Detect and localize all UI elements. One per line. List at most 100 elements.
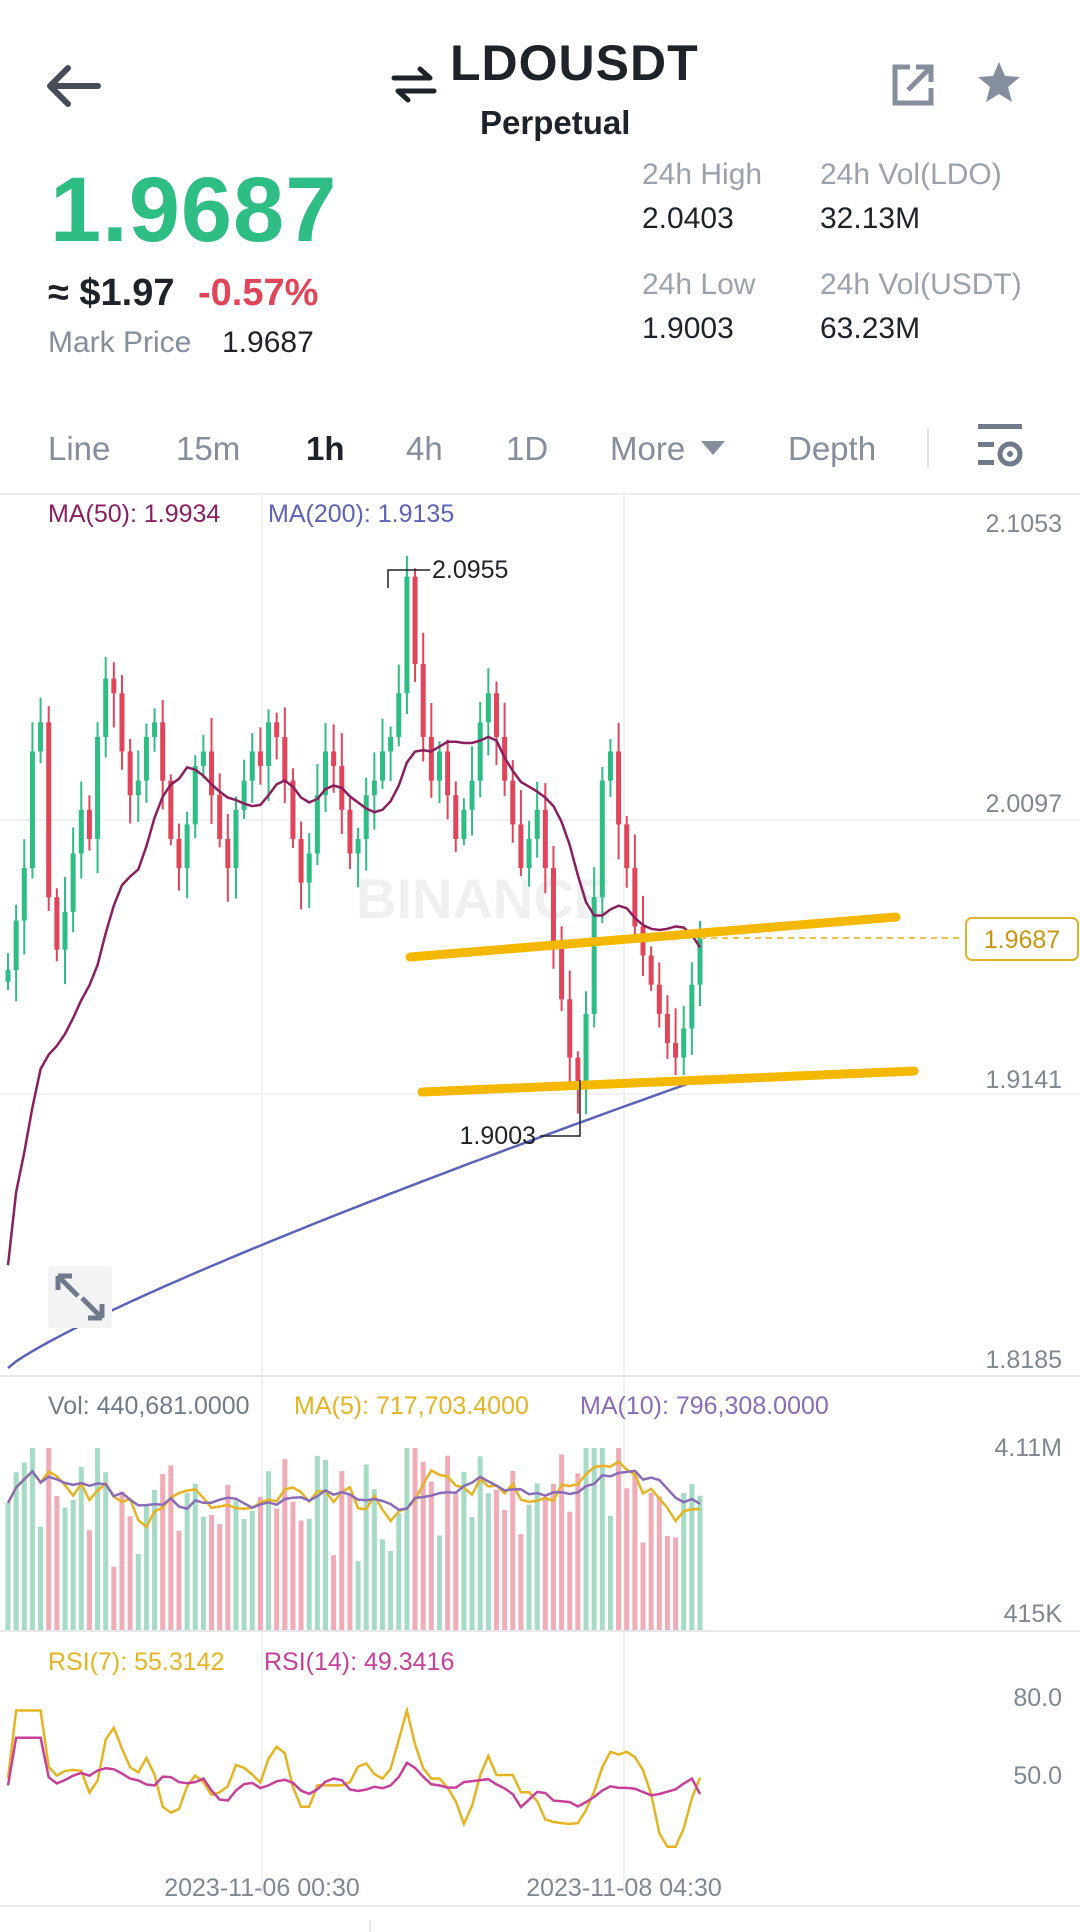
- volume-bar: [29, 1448, 35, 1630]
- candle-body: [673, 1042, 679, 1058]
- ma200-line: [7, 1078, 701, 1369]
- chart-settings-button[interactable]: [976, 420, 1024, 472]
- y-tick-main: 2.1053: [986, 510, 1062, 538]
- mark-price-label[interactable]: Mark Price: [48, 326, 192, 359]
- volume-ma10-label: MA(10): 796,308.0000: [580, 1392, 829, 1420]
- low-marker: 1.9003: [460, 1122, 536, 1150]
- volume-bar: [469, 1516, 475, 1630]
- candle-body: [534, 809, 540, 839]
- volume-bar: [624, 1488, 630, 1630]
- upper-trendline[interactable]: [405, 912, 901, 962]
- candle-body: [209, 751, 215, 796]
- candle-body: [257, 751, 263, 767]
- volume-bar: [607, 1515, 613, 1630]
- candle-body: [526, 838, 532, 869]
- volume-bar: [526, 1504, 532, 1630]
- candle-body: [184, 824, 190, 869]
- volume-bar: [502, 1509, 508, 1630]
- volume-bar: [640, 1542, 646, 1630]
- candle-body: [127, 751, 133, 796]
- volume-bar: [257, 1496, 263, 1630]
- volume-bar: [534, 1483, 540, 1630]
- lower-trendline[interactable]: [417, 1066, 919, 1097]
- expand-chart-button[interactable]: [48, 1266, 112, 1328]
- rsi14-label: RSI(14): 49.3416: [264, 1648, 454, 1676]
- volume-bar: [168, 1465, 174, 1630]
- vol-ldo-label: 24h Vol(LDO): [820, 158, 1002, 191]
- volume-bar: [445, 1455, 451, 1630]
- volume-ma5-label: MA(5): 717,703.4000: [294, 1392, 529, 1420]
- candle-body: [388, 736, 394, 752]
- volume-bar: [5, 1502, 11, 1630]
- candle-body: [331, 751, 337, 767]
- volume-bar: [673, 1537, 679, 1630]
- volume-bar: [681, 1493, 687, 1630]
- candle-body: [428, 736, 434, 781]
- candle-body: [420, 664, 426, 737]
- candle-body: [542, 809, 548, 869]
- price-change-percent: -0.57%: [198, 272, 319, 314]
- vol-usdt-value: 63.23M: [820, 312, 921, 345]
- tab-15m[interactable]: 15m: [176, 430, 241, 467]
- x-tick: 2023-11-08 04:30: [526, 1874, 722, 1902]
- volume-bar: [648, 1492, 654, 1630]
- vol-ldo-value: 32.13M: [820, 202, 921, 235]
- back-button[interactable]: [40, 58, 110, 114]
- volume-bar: [559, 1454, 565, 1630]
- volume-bar: [13, 1472, 19, 1630]
- approx-usd-price: ≈ $1.97: [48, 272, 175, 314]
- candle-body: [160, 722, 166, 781]
- candle-body: [282, 736, 288, 781]
- tab-1h[interactable]: 1h: [306, 430, 345, 467]
- volume-bar: [70, 1500, 76, 1630]
- volume-bar: [347, 1494, 353, 1630]
- contract-type: Perpetual: [480, 104, 631, 141]
- candle-body: [168, 780, 174, 839]
- volume-bar: [46, 1448, 52, 1630]
- volume-bar: [355, 1561, 361, 1630]
- volume-bar: [363, 1464, 369, 1630]
- volume-bar: [86, 1530, 92, 1630]
- candle-body: [607, 751, 613, 781]
- ma50-label: MA(50): 1.9934: [48, 500, 220, 528]
- candle-body: [477, 722, 483, 781]
- volume-bar: [78, 1466, 84, 1630]
- tab-line[interactable]: Line: [48, 430, 111, 467]
- candle-body: [347, 809, 353, 854]
- candle-body: [493, 693, 499, 737]
- candle-body: [95, 736, 101, 839]
- candle-body: [86, 809, 92, 839]
- share-button[interactable]: [890, 62, 936, 108]
- volume-bar: [274, 1508, 280, 1630]
- tab-depth[interactable]: Depth: [788, 430, 877, 467]
- candle-body: [461, 809, 467, 839]
- candlestick-series: [5, 556, 703, 1115]
- candle-body: [550, 868, 556, 941]
- volume-ma10-line: [6, 1469, 701, 1512]
- candle-body: [412, 576, 418, 665]
- volume-bar: [396, 1512, 402, 1630]
- candle-body: [119, 693, 125, 752]
- candle-body: [298, 838, 304, 883]
- high-24h-label: 24h High: [642, 158, 763, 191]
- volume-bar: [412, 1448, 418, 1630]
- candle-body: [21, 868, 27, 921]
- volume-bar: [697, 1495, 703, 1630]
- volume-bar: [388, 1551, 394, 1630]
- volume-bar: [21, 1462, 27, 1630]
- candle-body: [323, 751, 329, 796]
- volume-bar: [282, 1459, 288, 1630]
- pair-selector[interactable]: LDOUSDT Perpetual: [380, 34, 700, 144]
- y-tick-main: 1.8185: [986, 1346, 1062, 1374]
- volume-bar: [656, 1496, 662, 1630]
- candle-body: [5, 970, 11, 982]
- volume-bar: [290, 1501, 296, 1630]
- tab-more[interactable]: More: [610, 430, 726, 468]
- volume-bar: [591, 1448, 597, 1630]
- favorite-button[interactable]: [976, 60, 1022, 106]
- volume-bar: [485, 1493, 491, 1630]
- price-chart[interactable]: BINANCE MA(50): 1.9934 MA(200): 1.9135 2…: [0, 488, 1080, 1932]
- tab-1d[interactable]: 1D: [506, 430, 549, 467]
- tab-4h[interactable]: 4h: [406, 430, 443, 467]
- volume-bar: [241, 1518, 247, 1630]
